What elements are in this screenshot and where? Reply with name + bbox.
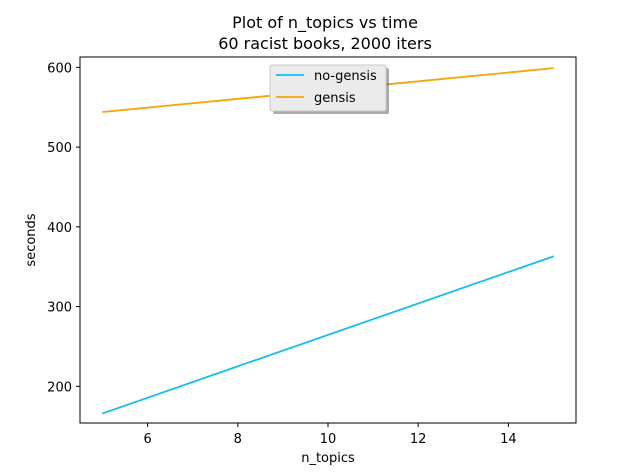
y-tick-label: 200 [47, 380, 72, 395]
x-axis-label: n_topics [301, 451, 355, 466]
x-tick-label: 6 [143, 432, 151, 447]
data-point-gensis [102, 111, 104, 113]
y-axis-ticks: 200 300 400 500 600 [47, 61, 80, 395]
series-line-no-gensis [102, 255, 554, 415]
y-tick-label: 400 [47, 221, 72, 236]
legend-label-gensis: gensis [314, 91, 356, 106]
data-point-no-gensis [102, 412, 104, 414]
y-tick-label: 500 [47, 141, 72, 156]
x-tick-label: 8 [234, 432, 242, 447]
x-tick-label: 12 [410, 432, 427, 447]
plot-area: 6 8 10 12 14 200 300 400 500 600 [47, 56, 577, 447]
chart-title: Plot of n_topics vs time [232, 13, 418, 33]
y-tick-label: 300 [47, 301, 72, 316]
chart-subtitle: 60 racist books, 2000 iters [218, 34, 432, 53]
legend-label-no-gensis: no-gensis [314, 69, 377, 84]
legend-box [269, 64, 387, 112]
data-point-no-gensis [552, 255, 554, 257]
x-axis-ticks: 6 8 10 12 14 [143, 423, 517, 447]
series-layer [102, 67, 554, 415]
data-point-gensis [552, 67, 554, 69]
legend: no-gensis gensis [269, 64, 389, 114]
x-tick-label: 14 [500, 432, 517, 447]
y-tick-label: 600 [47, 61, 72, 76]
y-axis-label: seconds [24, 213, 39, 266]
x-tick-label: 10 [320, 432, 337, 447]
